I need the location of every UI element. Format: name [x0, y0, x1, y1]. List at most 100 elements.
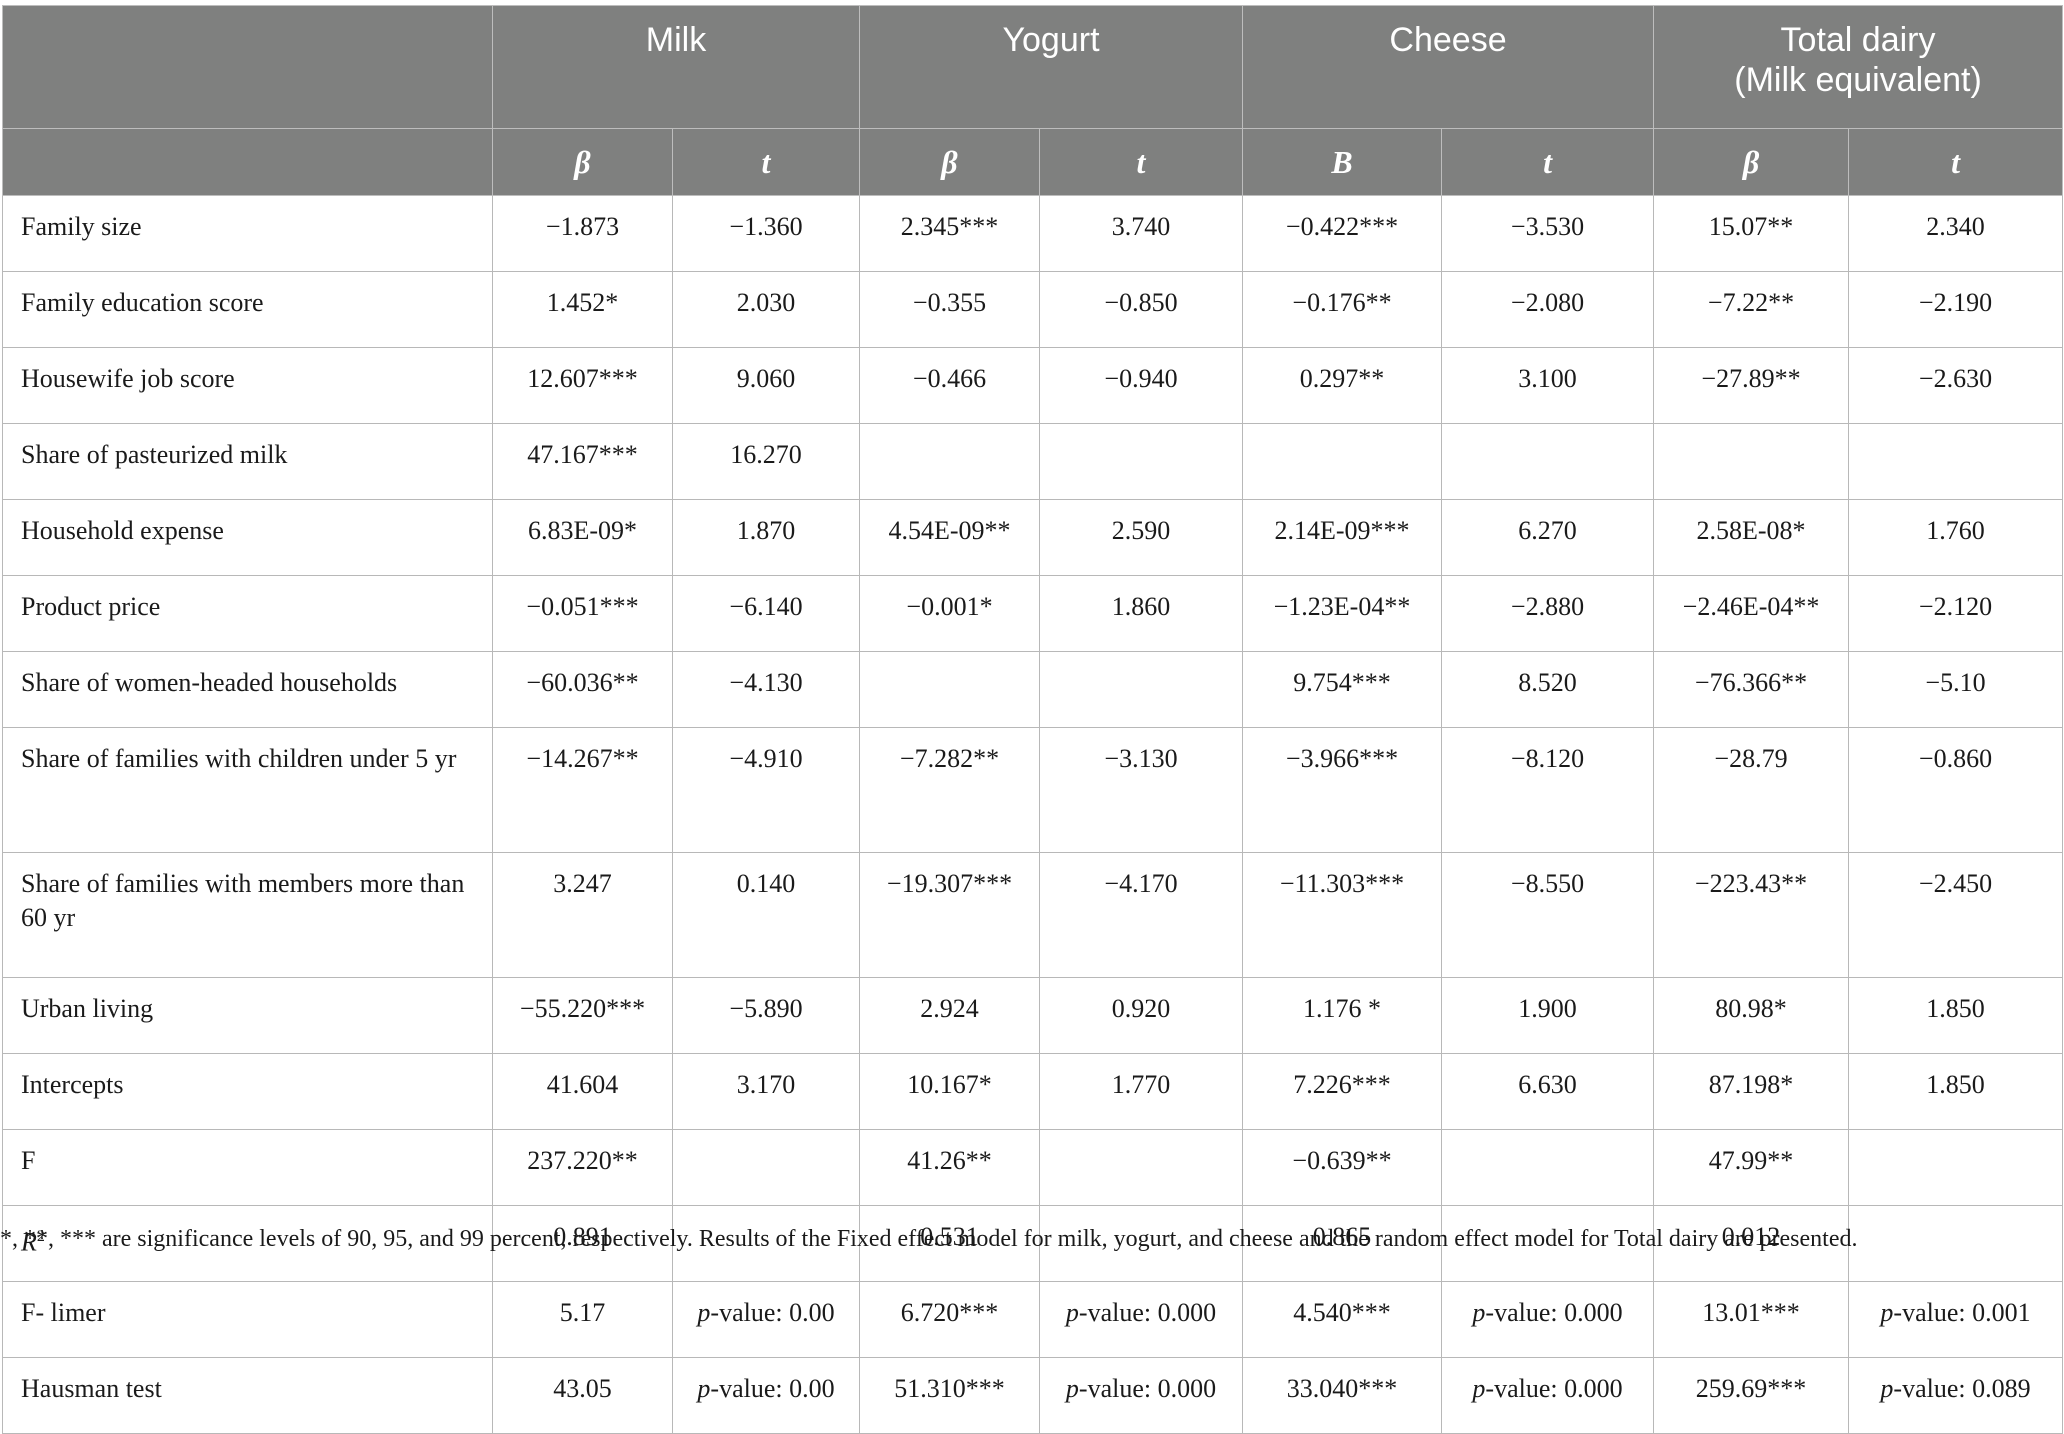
- table-cell: −11.303***: [1242, 852, 1442, 978]
- subheader-total-t: t: [1848, 128, 2064, 196]
- table-cell: 3.740: [1039, 195, 1243, 272]
- table-cell: −5.890: [672, 977, 860, 1054]
- p-value-text: -value: 0.000: [1078, 1298, 1217, 1327]
- table-cell: [1848, 1129, 2064, 1206]
- row-label-superscript: 2: [36, 1228, 45, 1245]
- group-header-cheese: Cheese: [1241, 5, 1655, 129]
- row-label-text: Household expense: [21, 516, 224, 545]
- table-cell: −1.873: [492, 195, 673, 272]
- table-row: Share of women-headed households −60.036*…: [2, 651, 2064, 728]
- table-cell: 1.452*: [492, 271, 673, 348]
- table-cell: [1440, 423, 1655, 500]
- subheader-corner-cell: [2, 128, 493, 196]
- row-label: Household expense: [2, 499, 493, 576]
- group-header-total-dairy: Total dairy (Milk equivalent): [1653, 5, 2064, 129]
- table-cell: 9.060: [672, 347, 860, 424]
- table-cell: −28.79: [1653, 727, 1850, 853]
- table-cell: [1653, 423, 1850, 500]
- p-value-text: -value: 0.00: [710, 1374, 835, 1403]
- table-row: Urban living −55.220*** −5.890 2.924 0.920 1.…: [2, 977, 2064, 1054]
- p-symbol: p: [1472, 1374, 1486, 1403]
- table-cell: −76.366**: [1653, 651, 1850, 728]
- table-cell: p-value: 0.089: [1848, 1357, 2064, 1434]
- table-cell: 237.220**: [492, 1129, 673, 1206]
- table-cell: −3.530: [1440, 195, 1655, 272]
- table-cell: −1.23E-04**: [1242, 575, 1442, 652]
- table-cell: −0.001*: [859, 575, 1040, 652]
- table-cell: [1440, 1129, 1655, 1206]
- table-cell: 9.754***: [1242, 651, 1442, 728]
- table-cell: [1039, 651, 1243, 728]
- row-label: Family education score: [2, 271, 493, 348]
- row-label-text: Family education score: [21, 288, 264, 317]
- table-row: F 237.220** 41.26** −0.639** 47.99**: [2, 1129, 2064, 1206]
- table-cell: 0.297**: [1242, 347, 1442, 424]
- table-cell: 3.170: [672, 1053, 860, 1130]
- table-cell: 2.030: [672, 271, 860, 348]
- table-cell: −0.176**: [1242, 271, 1442, 348]
- table-cell: −4.170: [1039, 852, 1243, 978]
- table-cell: 51.310***: [859, 1357, 1040, 1434]
- table-cell: −4.910: [672, 727, 860, 853]
- p-value-text: -value: 0.000: [1485, 1374, 1623, 1403]
- row-label: Intercepts: [2, 1053, 493, 1130]
- table-cell: −2.880: [1440, 575, 1655, 652]
- row-label-text: Family size: [21, 212, 142, 241]
- table-cell: −3.966***: [1242, 727, 1442, 853]
- p-value-text: -value: 0.089: [1893, 1374, 2031, 1403]
- group-header-yogurt: Yogurt: [859, 5, 1243, 129]
- table-cell: 6.270: [1440, 499, 1655, 576]
- row-label-text: Hausman test: [21, 1374, 162, 1403]
- table-cell: 1.850: [1848, 1053, 2064, 1130]
- table-cell: p-value: 0.000: [1440, 1281, 1655, 1358]
- table-cell: 6.630: [1440, 1053, 1655, 1130]
- group-header-milk: Milk: [492, 5, 860, 129]
- table-row: Household expense 6.83E-09* 1.870 4.54E-09*…: [2, 499, 2064, 576]
- subheader-milk-t: t: [672, 128, 860, 196]
- p-symbol: p: [1880, 1374, 1894, 1403]
- table-cell: −3.130: [1039, 727, 1243, 853]
- table-cell: 5.17: [492, 1281, 673, 1358]
- table-cell: 2.345***: [859, 195, 1040, 272]
- p-symbol: p: [1472, 1298, 1486, 1327]
- table-cell: [859, 423, 1040, 500]
- table-cell: p-value: 0.000: [1039, 1357, 1243, 1434]
- row-label-text: F: [21, 1146, 36, 1175]
- table-cell: 0.920: [1039, 977, 1243, 1054]
- p-symbol: p: [1880, 1298, 1894, 1327]
- table-cell: [1039, 423, 1243, 500]
- table-cell: p-value: 0.000: [1039, 1281, 1243, 1358]
- table-cell: −8.120: [1440, 727, 1655, 853]
- row-label-text: F- limer: [21, 1298, 106, 1327]
- table-cell: p-value: 0.00: [672, 1357, 860, 1434]
- table-cell: 15.07**: [1653, 195, 1850, 272]
- row-label-text: Share of families with members more than…: [21, 869, 465, 932]
- table-row: Share of families with children under 5 …: [2, 727, 2064, 853]
- table-row: Intercepts 41.604 3.170 10.167* 1.770 7.226**…: [2, 1053, 2064, 1130]
- group-header-row: Milk Yogurt Cheese Total dairy (Milk equ…: [2, 5, 2064, 129]
- row-label-text: Urban living: [21, 994, 154, 1023]
- table-cell: −0.850: [1039, 271, 1243, 348]
- table-cell: −0.355: [859, 271, 1040, 348]
- table-cell: −19.307***: [859, 852, 1040, 978]
- table-cell: 7.226***: [1242, 1053, 1442, 1130]
- row-label: Product price: [2, 575, 493, 652]
- table-cell: 1.770: [1039, 1053, 1243, 1130]
- table-cell: [1039, 1129, 1243, 1206]
- table-cell: −7.282**: [859, 727, 1040, 853]
- table-cell: 47.167***: [492, 423, 673, 500]
- table-cell: 6.83E-09*: [492, 499, 673, 576]
- p-value-text: -value: 0.000: [1078, 1374, 1217, 1403]
- table-cell: p-value: 0.000: [1440, 1357, 1655, 1434]
- row-label-text: R: [21, 1227, 37, 1257]
- p-symbol: p: [1065, 1374, 1079, 1403]
- row-label-text: Share of pasteurized milk: [21, 440, 288, 469]
- table-cell: 10.167*: [859, 1053, 1040, 1130]
- table-row: Hausman test 43.05 p-value: 0.00 51.310*** p…: [2, 1357, 2064, 1434]
- table-cell: 1.850: [1848, 977, 2064, 1054]
- table-cell: −4.130: [672, 651, 860, 728]
- table-cell: 16.270: [672, 423, 860, 500]
- row-label-text: Intercepts: [21, 1070, 124, 1099]
- table-cell: 2.590: [1039, 499, 1243, 576]
- p-value-text: -value: 0.00: [710, 1298, 835, 1327]
